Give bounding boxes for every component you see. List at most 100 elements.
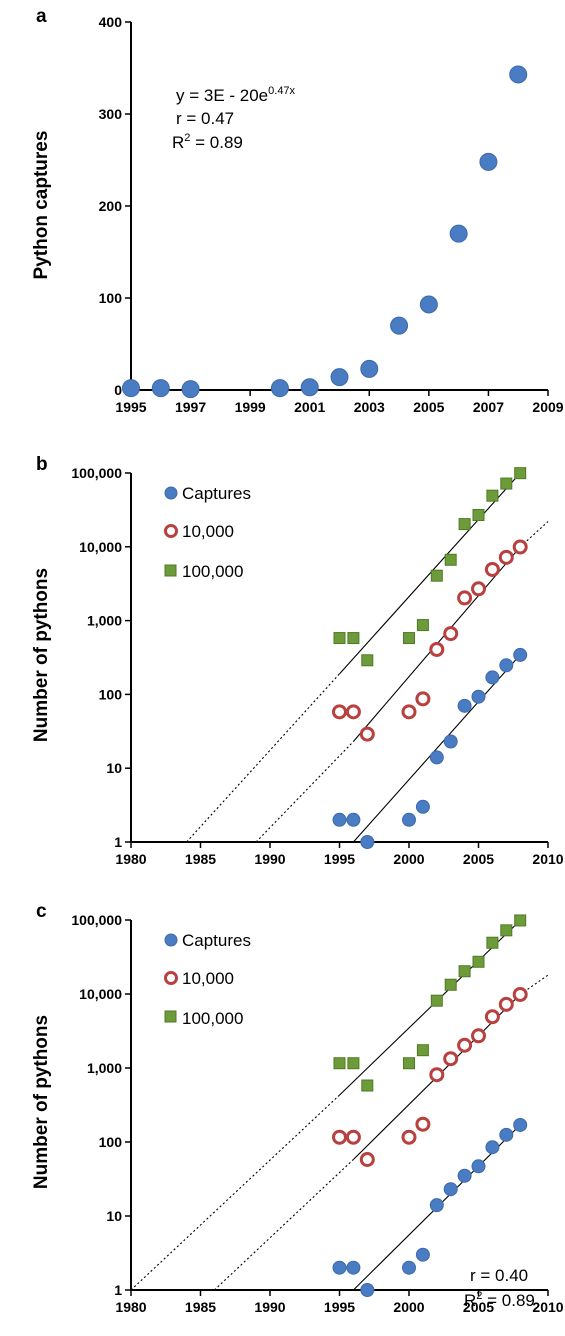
- panel-b-point-square: [514, 467, 527, 480]
- panel-b-point-square: [333, 632, 346, 645]
- legend-b-ring-label: 10,000: [182, 522, 234, 541]
- panel-c-fit-line-dotted: [214, 1159, 354, 1291]
- panel-b-legend: Captures 10,000 100,000: [164, 484, 251, 581]
- panel-a-point-captures: [151, 379, 170, 398]
- panel-b-fit-line-solid: [339, 472, 521, 675]
- panel-b-point-ring: [471, 581, 486, 597]
- panel-b-xtick-label: 1995: [324, 851, 355, 867]
- panel-b-point-square: [347, 632, 360, 645]
- panel-a-r2-sup: 2: [184, 132, 190, 144]
- panel-b-point-ring: [415, 691, 431, 707]
- panel-a-point-captures: [360, 359, 379, 378]
- legend-b-captures-marker: [164, 486, 178, 500]
- panel-a-xtick-label: 1999: [235, 399, 266, 415]
- panel-a-ytick-label: 200: [99, 198, 123, 214]
- panel-b-fit-line-dotted: [255, 741, 354, 843]
- panel-b-point-ring: [457, 590, 473, 606]
- panel-c-point-captures: [485, 1140, 500, 1155]
- panel-b-point-square: [361, 654, 374, 667]
- panel-b-point-ring: [443, 626, 459, 642]
- panel-b-point-square: [486, 489, 499, 502]
- panel-b-point-captures: [346, 812, 361, 827]
- panel-c-point-captures: [457, 1168, 472, 1183]
- panel-a-point-captures: [181, 380, 200, 399]
- panel-a-point-captures: [390, 316, 409, 335]
- panel-a-equation-exponent: 0.47x: [268, 85, 295, 97]
- panel-b-fit-line-solid: [352, 654, 521, 843]
- panel-b-ytick-label: 100: [99, 686, 123, 702]
- panel-c-point-square: [444, 978, 457, 991]
- panel-c-point-square: [403, 1057, 415, 1070]
- panel-c-point-ring: [457, 1037, 473, 1053]
- panel-b-ytick-label: 10: [106, 760, 122, 776]
- panel-a-point-captures: [300, 378, 319, 397]
- panel-c-point-square: [347, 1057, 360, 1070]
- legend-c-captures-label: Captures: [182, 931, 251, 950]
- panel-b-point-square: [403, 632, 415, 645]
- panel-a-xtick-label: 2005: [413, 399, 444, 415]
- panel-b-letter: b: [36, 454, 48, 475]
- panel-b-point-ring: [498, 549, 514, 565]
- panel-c-xtick-label: 1985: [185, 1299, 216, 1315]
- legend-b-captures-label: Captures: [182, 484, 251, 503]
- panel-c-r2-suffix: = 0.89: [482, 1291, 534, 1310]
- panel-b-fit-line-dotted: [186, 673, 340, 843]
- panel-c-point-ring: [512, 986, 528, 1002]
- panel-b-point-captures: [513, 647, 528, 662]
- panel-a-point-captures: [270, 379, 289, 398]
- panel-a-ytick-label: 400: [99, 14, 123, 30]
- panel-a-r: r = 0.47: [176, 109, 234, 128]
- panel-b-point-square: [416, 619, 429, 632]
- panel-b-point-square: [444, 553, 457, 566]
- panel-c-point-square: [500, 924, 513, 937]
- panel-c-point-ring: [359, 1152, 375, 1168]
- panel-a-r2-suffix: = 0.89: [190, 133, 242, 152]
- panel-a-xtick-label: 2009: [532, 399, 563, 415]
- panel-c-xtick-label: 1980: [115, 1299, 146, 1315]
- panel-c-legend: Captures 10,000 100,000: [164, 931, 251, 1028]
- panel-c-ytick-label: 10: [106, 1208, 122, 1224]
- panel-b-xtick-label: 2000: [393, 851, 424, 867]
- panel-a-point-captures: [419, 295, 438, 314]
- panel-a-annotation: y = 3E - 20e0.47x r = 0.47 R2 = 0.89: [172, 85, 296, 152]
- legend-b-square-label: 100,000: [182, 562, 243, 581]
- legend-b-ring-marker: [164, 524, 178, 538]
- panel-b-point-captures: [332, 812, 347, 827]
- legend-c-ring-label: 10,000: [182, 969, 234, 988]
- panel-b-xtick-label: 1990: [254, 851, 285, 867]
- panel-c-point-captures: [332, 1260, 347, 1275]
- panel-c-letter: c: [36, 901, 47, 922]
- panel-b-xtick-label: 2010: [532, 851, 563, 867]
- panel-a-equation: y = 3E - 20e0.47x: [176, 85, 296, 105]
- panel-b-point-square: [472, 509, 485, 522]
- panel-c-point-captures: [360, 1283, 375, 1297]
- panel-b-xtick-label: 1980: [115, 851, 146, 867]
- panel-a-point-captures: [509, 65, 528, 84]
- panel-c-point-square: [333, 1057, 346, 1070]
- panel-b-point-ring: [512, 539, 528, 555]
- legend-c-square-marker: [164, 1010, 177, 1023]
- panel-c-r2-sup: 2: [476, 1290, 482, 1302]
- panel-a-xtick-label: 1995: [115, 399, 146, 415]
- panel-b-point-captures: [471, 689, 486, 704]
- panel-c-xtick-label: 2010: [532, 1299, 563, 1315]
- panel-a-ytick-label: 300: [99, 106, 123, 122]
- panel-a-xtick-label: 2007: [473, 399, 504, 415]
- panel-c-point-ring: [484, 1009, 500, 1025]
- panel-b-xtick-label: 2005: [463, 851, 494, 867]
- panel-b-point-square: [458, 518, 471, 531]
- panel-c-point-square: [430, 994, 443, 1007]
- panel-c-point-square: [486, 936, 499, 949]
- legend-c-ring-marker: [164, 971, 178, 985]
- panel-c-point-ring: [498, 996, 514, 1012]
- panel-b-point-ring: [345, 704, 361, 720]
- panel-a-point-captures: [479, 152, 498, 171]
- legend-c-captures-marker: [164, 933, 178, 947]
- panel-b-ytick-label: 100,000: [71, 465, 122, 481]
- panel-b-point-ring: [332, 704, 347, 720]
- panel-c-point-captures: [513, 1117, 528, 1132]
- panel-c-point-square: [514, 914, 527, 927]
- panel-a-letter: a: [36, 6, 47, 27]
- panel-a-point-captures: [330, 368, 349, 387]
